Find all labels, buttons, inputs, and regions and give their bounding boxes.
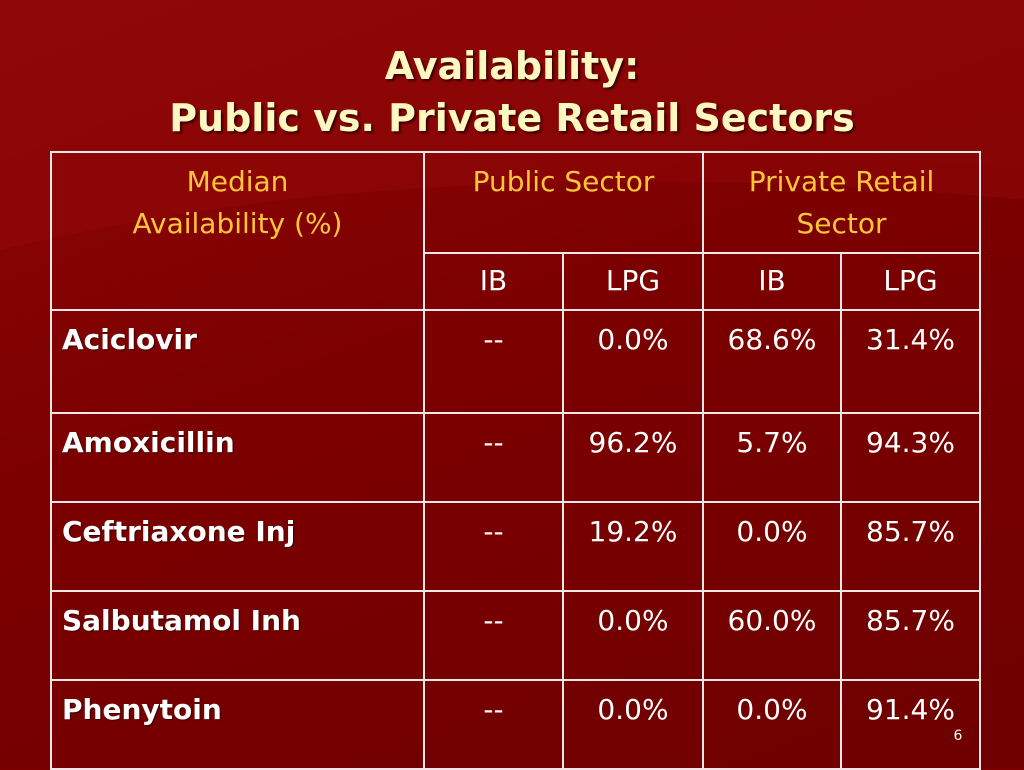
slide-title: Availability: Public vs. Private Retail …: [0, 40, 1024, 144]
availability-table: Median Availability (%) Public Sector Pr…: [50, 151, 982, 770]
table-row: Phenytoin -- 0.0% 0.0% 91.4%: [50, 679, 982, 770]
corner-header-line-1: Median: [186, 165, 289, 198]
public-lpg-cell: 19.2%: [562, 501, 704, 592]
drug-name-cell: Phenytoin: [50, 679, 425, 770]
public-ib-cell: --: [423, 309, 564, 414]
drug-name-cell: Amoxicillin: [50, 412, 425, 503]
public-ib-cell: --: [423, 679, 564, 770]
public-ib-cell: --: [423, 501, 564, 592]
private-ib-header: IB: [702, 252, 842, 311]
corner-header-line-2: Availability (%): [132, 207, 343, 240]
public-lpg-cell: 0.0%: [562, 309, 704, 414]
private-ib-cell: 60.0%: [702, 590, 842, 681]
private-sector-header: Private Retail Sector: [701, 151, 982, 254]
public-lpg-cell: 96.2%: [562, 412, 704, 503]
private-lpg-cell: 94.3%: [839, 412, 982, 503]
private-lpg-cell: 85.7%: [839, 501, 982, 592]
public-lpg-header: LPG: [562, 252, 704, 311]
title-line-1: Availability:: [384, 44, 640, 88]
private-ib-cell: 0.0%: [702, 679, 842, 770]
private-ib-cell: 68.6%: [702, 309, 842, 414]
table-row: Amoxicillin -- 96.2% 5.7% 94.3%: [50, 412, 982, 503]
title-line-2: Public vs. Private Retail Sectors: [169, 96, 855, 140]
drug-name-cell: Salbutamol Inh: [50, 590, 425, 681]
private-lpg-cell: 85.7%: [839, 590, 982, 681]
public-ib-header: IB: [423, 252, 564, 311]
table-row: Ceftriaxone Inj -- 19.2% 0.0% 85.7%: [50, 501, 982, 592]
drug-name-cell: Aciclovir: [50, 309, 425, 414]
table-header-row: Median Availability (%) Public Sector Pr…: [50, 151, 982, 311]
private-ib-cell: 5.7%: [702, 412, 842, 503]
page-number: 6: [953, 728, 963, 744]
public-sector-header-label: Public Sector: [472, 165, 655, 198]
public-lpg-cell: 0.0%: [562, 679, 704, 770]
drug-name-cell: Ceftriaxone Inj: [50, 501, 425, 592]
table-row: Salbutamol Inh -- 0.0% 60.0% 85.7%: [50, 590, 982, 681]
corner-header-cell: Median Availability (%): [50, 151, 425, 311]
table-subheader-row: IB LPG IB LPG: [51, 252, 982, 311]
private-lpg-cell: 91.4%: [839, 679, 982, 770]
public-ib-cell: --: [423, 412, 564, 503]
private-sector-header-line-1: Private Retail: [748, 165, 935, 198]
public-ib-cell: --: [423, 590, 564, 681]
table-row: Aciclovir -- 0.0% 68.6% 31.4%: [50, 309, 982, 414]
private-sector-header-line-2: Sector: [796, 207, 887, 240]
private-lpg-header: LPG: [839, 252, 982, 311]
public-lpg-cell: 0.0%: [562, 590, 704, 681]
private-lpg-cell: 31.4%: [839, 309, 982, 414]
private-ib-cell: 0.0%: [702, 501, 842, 592]
public-sector-header: Public Sector: [423, 151, 704, 254]
